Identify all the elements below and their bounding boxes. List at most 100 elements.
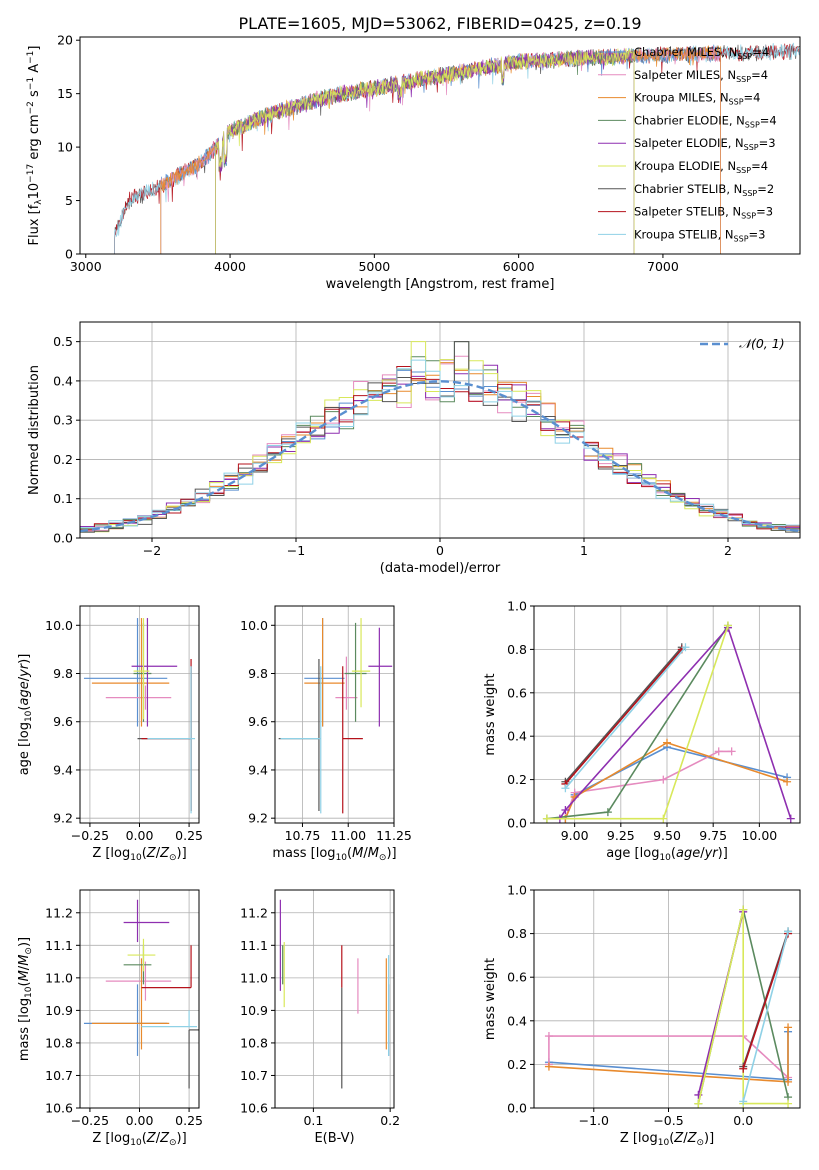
x-tick-label: 9.25 — [607, 828, 635, 843]
y-tick-label: 11.1 — [240, 938, 268, 953]
y-tick-label: 0 — [65, 247, 73, 262]
legend: Chabrier MILES, NSSP=4 Salpeter MILES, NS… — [598, 45, 777, 243]
weight-marker — [603, 808, 612, 817]
weight-marker — [659, 775, 668, 784]
legend-entry: Kroupa STELIB, NSSP=3 — [634, 227, 765, 243]
y-tick-label: 0.6 — [507, 970, 527, 985]
errorbar-salpeter-elodie — [131, 618, 178, 727]
x-tick-label: 7000 — [647, 259, 679, 274]
axes-frame — [79, 36, 801, 255]
errorbar-chabrier-miles — [83, 984, 168, 1056]
y-axis-label: Normed distribution — [27, 365, 42, 495]
legend: 𝒩(0, 1) — [700, 336, 785, 351]
x-tick-label: 9.50 — [653, 828, 681, 843]
weight-series-chabrier-miles — [561, 743, 792, 823]
y-tick-label: 11.1 — [45, 938, 73, 953]
errorbar-kroupa-stelib — [147, 666, 196, 814]
errorbar-salpeter-stelib — [141, 945, 192, 989]
y-tick-label: 0.4 — [507, 1013, 527, 1028]
y-tick-label: 0.2 — [53, 452, 73, 467]
figure-title: PLATE=1605, MJD=53062, FIBERID=0425, z=0… — [238, 14, 641, 33]
y-tick-label: 9.4 — [53, 762, 73, 777]
y-axis-label: age [log10(age/yr)] — [17, 654, 34, 776]
weight-marker — [727, 747, 736, 756]
x-tick-label: 3000 — [70, 259, 102, 274]
x-tick-label: 0.2 — [380, 1113, 400, 1128]
weight-marker — [561, 805, 570, 814]
errorbar-chabrier-miles — [83, 618, 168, 727]
axes-frame — [274, 889, 395, 1109]
y-tick-label: 9.8 — [53, 666, 73, 681]
axes-frame — [274, 605, 395, 824]
x-axis-label: mass [log10(M/M⊙)] — [272, 846, 396, 863]
legend-entry: Kroupa ELODIE, NSSP=4 — [634, 159, 768, 175]
errorbar-kroupa-elodie — [133, 618, 150, 720]
errorbar-kroupa-stelib — [280, 666, 322, 814]
y-tick-label: 9.4 — [248, 762, 268, 777]
x-tick-label: −0.25 — [71, 828, 109, 843]
x-tick-label: 0.0 — [733, 1113, 753, 1128]
x-tick-label: 0.00 — [126, 828, 154, 843]
x-axis-label: wavelength [Angstrom, rest frame] — [326, 277, 555, 292]
panel-age-vs-Z: −0.25 0.00 0.25 9.2 9.4 9.6 9.8 10.0 Z [log10(Z/… — [17, 605, 203, 863]
y-axis-label: mass [log10(M/M⊙)] — [17, 937, 34, 1061]
histogram-kroupa-stelib — [80, 359, 800, 538]
x-axis-label: Z [log10(Z/Z⊙)] — [92, 1131, 186, 1148]
panel-age-vs-mass: 10.75 11.00 11.25 9.2 9.4 9.6 9.8 10.0 mass [log… — [240, 605, 412, 863]
x-axis-label: Z [log10(Z/Z⊙)] — [620, 1131, 714, 1148]
weight-marker — [784, 1077, 793, 1086]
legend-entry: Salpeter STELIB, NSSP=3 — [634, 205, 773, 221]
errorbar-salpeter-stelib — [141, 659, 192, 811]
y-tick-label: 0.4 — [53, 373, 73, 388]
y-tick-label: 9.8 — [248, 666, 268, 681]
errorbar-salpeter-miles — [105, 961, 172, 1001]
x-axis-label: E(B-V) — [314, 1131, 354, 1146]
errorbar-kroupa-stelib — [141, 1010, 198, 1028]
x-tick-label: 5000 — [358, 259, 390, 274]
panel-mass-vs-ebv: 0.1 0.2 10.6 10.7 10.8 10.9 11.0 11.1 11.2 E(B-V) — [240, 889, 400, 1146]
y-tick-label: 0.8 — [507, 926, 527, 941]
y-tick-label: 1.0 — [507, 599, 527, 614]
panel-weight-vs-Z: −1.0 −0.5 0.0 0.0 0.2 0.4 0.6 0.8 1.0 Z [log10(Z/… — [483, 883, 801, 1148]
weight-marker — [784, 1023, 793, 1032]
y-tick-label: 0.2 — [507, 1057, 527, 1072]
y-axis-label: mass weight — [483, 958, 498, 1040]
y-tick-label: 9.6 — [248, 714, 268, 729]
x-tick-label: 0.1 — [303, 1113, 323, 1128]
errorbar-chabrier-elodie — [344, 622, 367, 722]
errorbar-salpeter-elodie — [368, 627, 393, 727]
y-tick-label: 10.7 — [240, 1068, 268, 1083]
x-tick-label: 11.00 — [330, 828, 366, 843]
y-tick-label: 11.0 — [45, 970, 73, 985]
weight-marker — [723, 621, 732, 630]
y-tick-label: 0.5 — [53, 334, 73, 349]
x-axis-label: (data-model)/error — [380, 561, 501, 576]
errorbar-chabrier-stelib — [278, 659, 320, 811]
errorbar-salpeter-miles — [335, 656, 358, 710]
panel-spectrum: 3000 4000 5000 6000 7000 0 5 10 15 20 wavelength [… — [26, 33, 801, 292]
errorbar-kroupa-miles — [304, 618, 345, 727]
x-tick-label: −2 — [143, 543, 161, 558]
y-tick-label: 10.8 — [240, 1035, 268, 1050]
weight-series-salpeter-stelib — [739, 929, 793, 1073]
plot-area — [83, 618, 196, 814]
plot-area — [80, 341, 800, 538]
y-tick-label: 20 — [57, 33, 73, 48]
x-tick-label: 0.25 — [175, 1113, 203, 1128]
y-tick-label: 0.4 — [507, 729, 527, 744]
x-tick-label: −0.5 — [653, 1113, 683, 1128]
y-tick-label: 0.2 — [507, 772, 527, 787]
plot-area — [114, 42, 800, 254]
errorbar-salpeter-miles — [105, 685, 172, 710]
x-tick-label: −1 — [287, 543, 305, 558]
weight-marker — [786, 814, 795, 823]
legend-entry: Salpeter MILES, NSSP=4 — [634, 68, 768, 84]
x-tick-label: −0.25 — [71, 1113, 109, 1128]
y-tick-label: 11.0 — [240, 970, 268, 985]
errorbar-salpeter-stelib — [342, 666, 363, 814]
panel-mass-vs-Z: −0.25 0.00 0.25 10.6 10.7 10.8 10.9 11.0 11.1 11.… — [17, 889, 203, 1148]
errorbar-chabrier-elodie — [133, 622, 152, 722]
y-tick-label: 9.2 — [53, 811, 73, 826]
weight-marker — [739, 905, 748, 914]
axes-frame — [533, 889, 801, 1109]
